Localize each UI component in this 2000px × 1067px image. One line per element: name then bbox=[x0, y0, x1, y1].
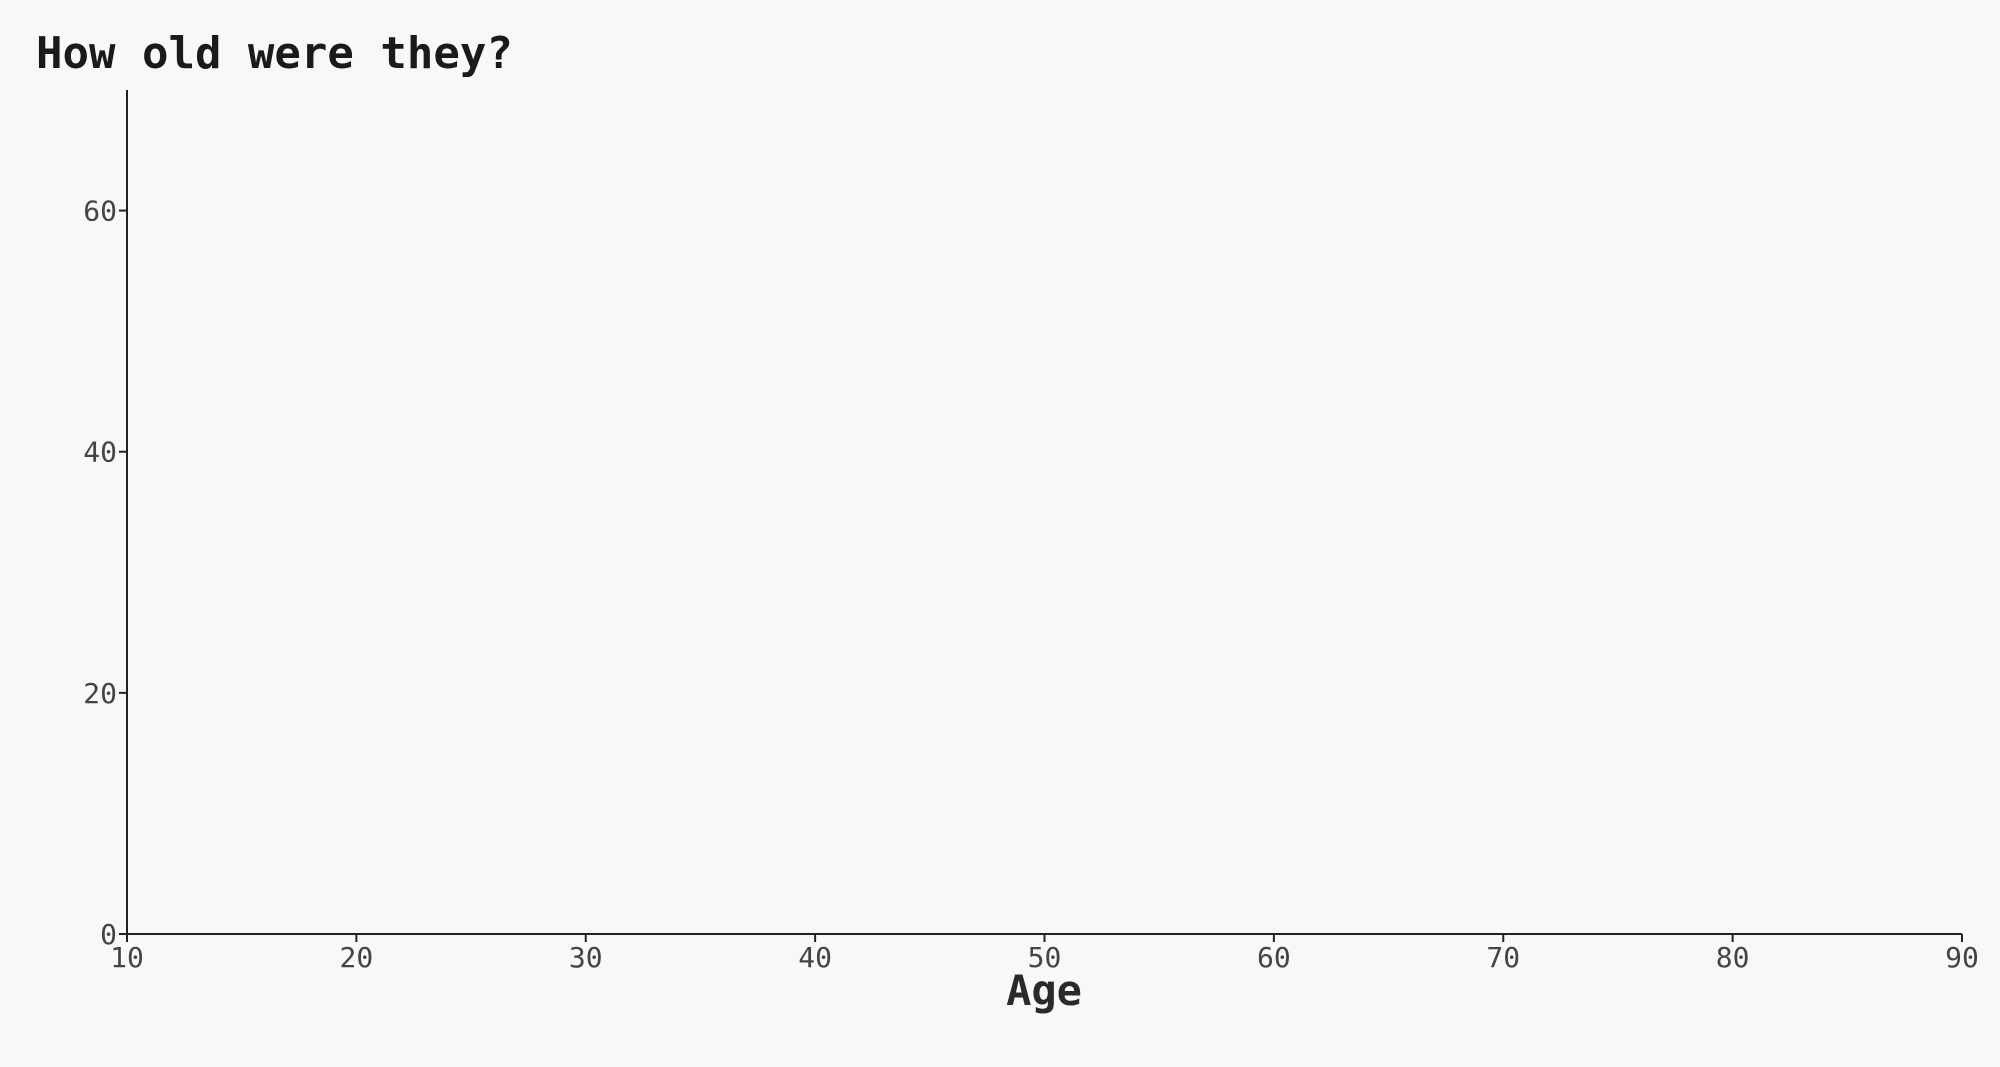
x-tick-label: 10 bbox=[110, 941, 144, 974]
x-tick-label: 70 bbox=[1486, 941, 1520, 974]
x-tick-label: 20 bbox=[340, 941, 374, 974]
x-axis-label: Age bbox=[1006, 966, 1082, 1015]
y-tick-label: 20 bbox=[83, 677, 117, 710]
x-tick-label: 50 bbox=[1028, 941, 1062, 974]
x-tick-label: 90 bbox=[1945, 941, 1979, 974]
y-tick-label: 40 bbox=[83, 436, 117, 469]
y-tick-label: 60 bbox=[83, 195, 117, 228]
x-tick-label: 30 bbox=[569, 941, 603, 974]
axes-layer bbox=[126, 90, 1962, 935]
chart-title: How old were they? bbox=[36, 28, 513, 79]
x-tick-label: 40 bbox=[798, 941, 832, 974]
y-tick-label: 0 bbox=[100, 918, 117, 951]
x-tick-label: 80 bbox=[1716, 941, 1750, 974]
ticks-layer: 10 20 30 40 50 60 70 80 90 0 20 40 60 bbox=[83, 195, 1979, 974]
x-tick-label: 60 bbox=[1257, 941, 1291, 974]
